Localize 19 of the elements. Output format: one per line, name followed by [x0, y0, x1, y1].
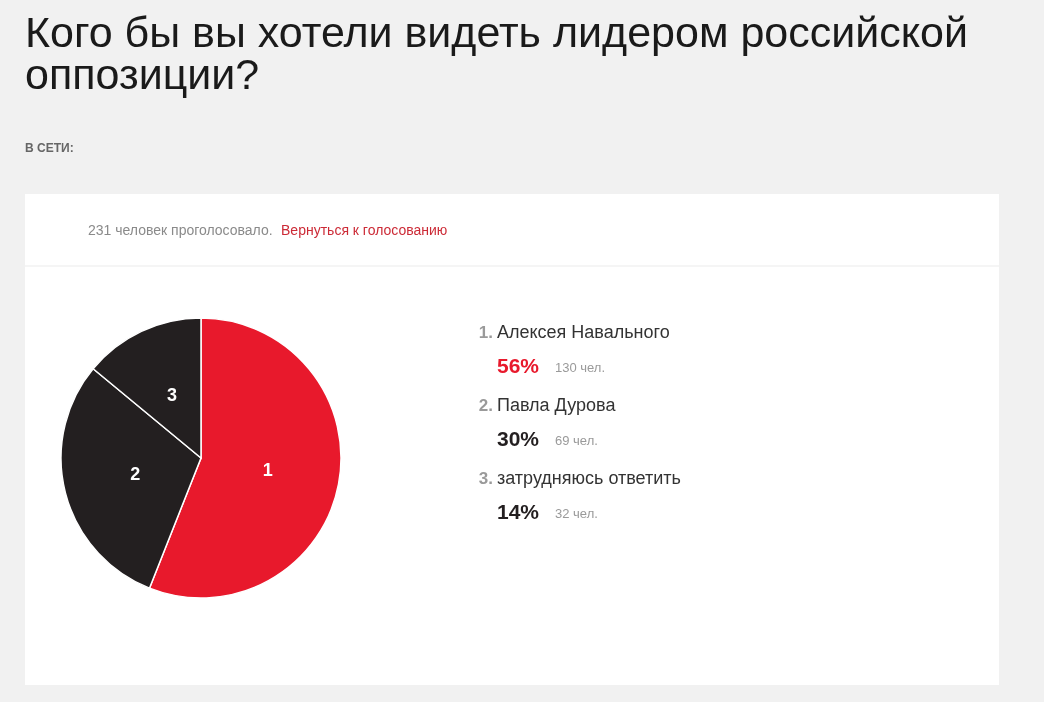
- text: Алексея Навального: [497, 322, 670, 342]
- slice-label: 2: [130, 463, 141, 484]
- text: затрудняюсь ответить: [497, 468, 681, 488]
- text: 231 человек проголосовало.: [88, 222, 273, 238]
- text: 14%: [497, 500, 540, 523]
- text: 69 чел.: [555, 433, 598, 448]
- text: 3.: [478, 469, 493, 488]
- slice-label: 1: [262, 459, 273, 480]
- text: 56%: [497, 354, 540, 377]
- text: 2.: [478, 396, 493, 415]
- text: 130 чел.: [555, 360, 606, 375]
- text: 30%: [497, 427, 540, 450]
- text: Павла Дурова: [497, 395, 616, 415]
- text: 32 чел.: [555, 506, 598, 521]
- slice-label: 3: [167, 385, 178, 406]
- text: 1.: [478, 323, 493, 342]
- chart-subtitle: В СЕТИ:: [25, 141, 74, 155]
- text: Кого бы вы хотели видеть лидером российской оппозиции?: [25, 8, 969, 98]
- text: Вернуться к голосованию: [281, 222, 448, 238]
